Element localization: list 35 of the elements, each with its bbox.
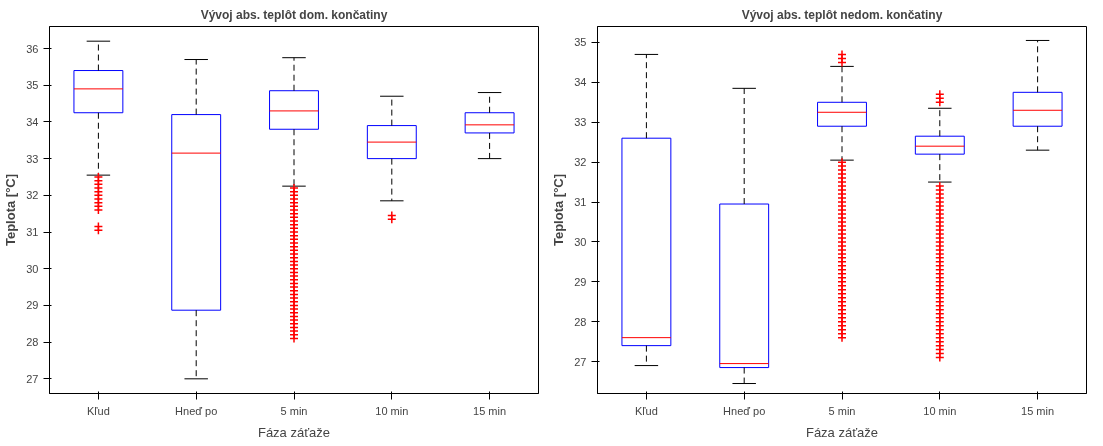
y-tick-label: 29	[574, 275, 587, 288]
chart-title: Vývoj abs. teplôt dom. končatiny	[200, 7, 388, 22]
y-tick-label: 31	[26, 226, 39, 239]
y-tick-label: 30	[26, 262, 39, 275]
x-tick-label: Hneď po	[175, 404, 218, 417]
y-tick-label: 28	[574, 315, 587, 328]
x-axis-title: Fáza záťaže	[805, 424, 879, 440]
y-tick-label: 35	[574, 36, 587, 49]
y-tick-label: 29	[26, 299, 39, 312]
x-tick-label: Hneď po	[723, 404, 766, 417]
y-tick-label: 27	[26, 372, 39, 385]
chart-title: Vývoj abs. teplôt nedom. končatiny	[741, 7, 943, 22]
y-tick-label: 33	[26, 152, 39, 165]
y-tick-label: 30	[574, 235, 587, 248]
y-tick-label: 32	[574, 156, 587, 169]
y-axis-title: Teplota [°C]	[551, 173, 567, 247]
x-tick-label: 5 min	[280, 404, 308, 417]
x-tick-label: 15 min	[1021, 404, 1055, 417]
y-tick-label: 33	[574, 116, 587, 129]
x-tick-label: 5 min	[828, 404, 856, 417]
y-tick-label: 34	[26, 115, 39, 128]
y-tick-label: 34	[574, 76, 587, 89]
x-tick-label: Kľud	[87, 404, 110, 417]
y-axis-title: Teplota [°C]	[3, 173, 19, 247]
y-tick-label: 28	[26, 336, 39, 349]
x-tick-label: 15 min	[473, 404, 507, 417]
y-tick-label: 27	[574, 355, 587, 368]
x-tick-label: 10 min	[923, 404, 957, 417]
x-axis-title: Fáza záťaže	[257, 424, 331, 440]
y-tick-label: 35	[26, 79, 39, 92]
y-tick-label: 31	[574, 196, 587, 209]
x-tick-label: 10 min	[375, 404, 409, 417]
x-tick-label: Kľud	[635, 404, 658, 417]
y-tick-label: 32	[26, 189, 39, 202]
y-tick-label: 36	[26, 42, 39, 55]
